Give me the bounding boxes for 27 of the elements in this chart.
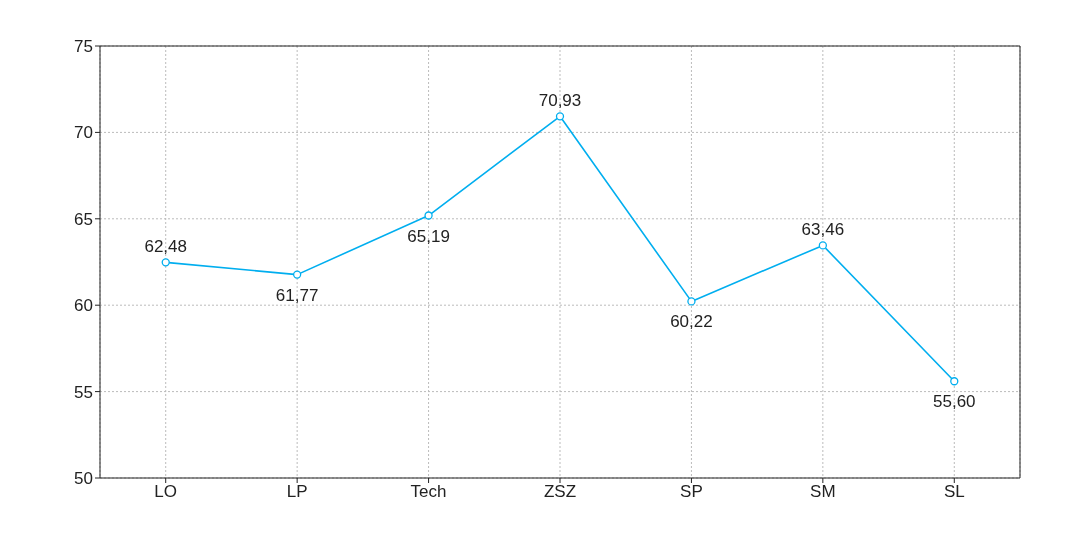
x-tick-label: SM <box>810 482 836 502</box>
data-label: 63,46 <box>801 220 845 240</box>
point <box>424 211 433 220</box>
point <box>818 241 828 250</box>
x-tick-label: Tech <box>410 482 447 502</box>
y-tick-label: 55 <box>74 382 93 402</box>
data-label: 70,93 <box>538 91 582 111</box>
point <box>555 112 565 121</box>
point <box>161 258 170 267</box>
data-label: 60,22 <box>670 312 713 332</box>
data-label: 65,19 <box>407 226 450 246</box>
y-tick-label: 50 <box>74 469 93 489</box>
x-tick-label: SP <box>680 482 703 502</box>
y-tick-label: 75 <box>74 37 93 57</box>
x-tick-label: SL <box>943 482 965 502</box>
x-tick-label: ZSZ <box>543 482 577 502</box>
y-tick-label: 70 <box>74 123 93 143</box>
y-tick-label: 65 <box>74 209 93 229</box>
data-label: 61,77 <box>275 285 319 305</box>
x-tick-label: LP <box>286 482 308 502</box>
x-tick-label: LO <box>154 482 178 502</box>
data-label: 62,48 <box>144 237 187 257</box>
point <box>687 297 696 306</box>
data-label: 55,60 <box>933 392 976 412</box>
point <box>950 377 959 386</box>
point <box>292 270 302 279</box>
y-tick-label: 60 <box>74 296 93 316</box>
